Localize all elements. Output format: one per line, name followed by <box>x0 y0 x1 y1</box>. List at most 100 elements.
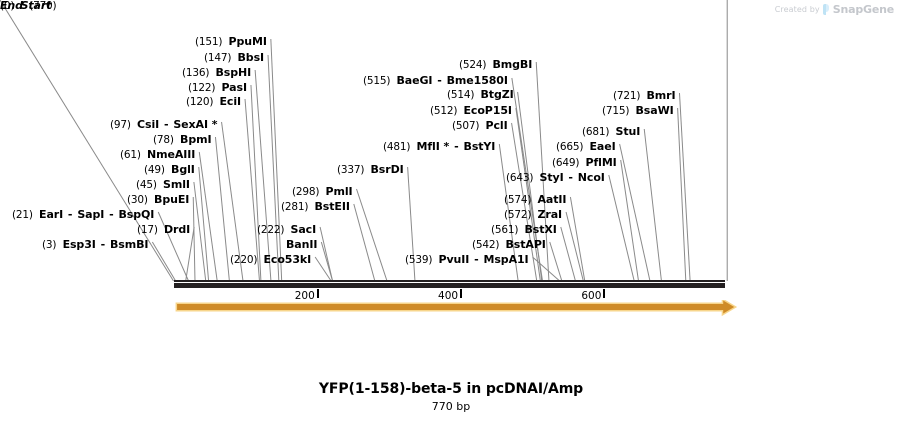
restriction-site-label[interactable]: (17) DrdI <box>137 224 190 236</box>
restriction-site-label[interactable]: (649) PflMI <box>552 157 617 169</box>
restriction-site-label[interactable]: (721) BmrI <box>613 89 676 102</box>
restriction-site-label[interactable]: (681) StuI <box>582 126 640 138</box>
enzyme-name[interactable]: BmgBI <box>492 58 533 71</box>
enzyme-name[interactable]: BspHI <box>215 66 252 79</box>
site-position: (3) <box>42 239 63 251</box>
restriction-site-label[interactable]: (574) AatII <box>504 193 567 206</box>
restriction-site-label[interactable]: (220) Eco53kI <box>230 254 311 266</box>
restriction-site-label[interactable]: (49) BglI <box>144 164 195 176</box>
restriction-site-label[interactable]: (561) BstXI <box>491 224 557 236</box>
enzyme-name[interactable]: SexAI <box>173 118 208 131</box>
restriction-site-label[interactable]: (151) PpuMI <box>195 36 267 48</box>
restriction-site-label[interactable]: (665) EaeI <box>556 141 616 153</box>
orf-arrow-core[interactable] <box>177 300 735 314</box>
restriction-site-label[interactable]: (3) Esp3I - BsmBI <box>42 239 148 251</box>
enzyme-name[interactable]: BspQI <box>118 208 155 221</box>
enzyme-name[interactable]: BtgZI <box>480 88 514 101</box>
ruler-tick-mark <box>603 289 606 298</box>
restriction-site-label[interactable]: (222) SacI <box>257 224 316 236</box>
restriction-site-label[interactable]: (298) PmlI <box>292 186 353 198</box>
restriction-site-label[interactable]: (572) ZraI <box>504 209 562 221</box>
enzyme-name[interactable]: PclI <box>485 119 508 132</box>
enzyme-name[interactable]: BanII <box>286 238 318 251</box>
restriction-site-label[interactable]: (30) BpuEI <box>127 194 189 206</box>
enzyme-name[interactable]: BpuEI <box>154 193 190 206</box>
terminus-position: (0) <box>0 0 21 12</box>
enzyme-name[interactable]: BstYI <box>463 140 496 153</box>
site-position: (572) <box>504 209 538 221</box>
enzyme-name[interactable]: PmlI <box>325 185 353 198</box>
enzyme-name[interactable]: BglI <box>171 163 195 176</box>
leader-line <box>620 159 640 282</box>
restriction-site-label[interactable]: (512) EcoP15I <box>430 105 512 117</box>
restriction-site-label[interactable]: (281) BstEII <box>281 201 350 213</box>
terminus-label-end[interactable]: End (770) <box>0 0 57 12</box>
restriction-site-label[interactable]: (61) NmeAIII <box>120 149 195 161</box>
enzyme-name[interactable]: BsmBI <box>109 238 149 251</box>
restriction-site-label[interactable]: (147) BbsI <box>204 52 264 64</box>
restriction-site-label[interactable]: (524) BmgBI <box>459 59 532 71</box>
enzyme-name[interactable]: EcoP15I <box>463 104 512 117</box>
enzyme-name[interactable]: Eco53kI <box>263 253 312 266</box>
enzyme-name[interactable]: PasI <box>221 81 248 94</box>
restriction-site-label[interactable]: (136) BspHI <box>182 67 251 79</box>
restriction-site-label[interactable]: BanII <box>286 239 317 250</box>
orf-arrow[interactable] <box>0 300 902 330</box>
enzyme-name[interactable]: BsaWI <box>635 104 674 117</box>
restriction-site-label[interactable]: (78) BpmI <box>153 133 212 146</box>
enzyme-name[interactable]: BbsI <box>237 51 265 64</box>
enzyme-name[interactable]: Bme1580I <box>446 74 508 87</box>
enzyme-name[interactable]: EciI <box>219 95 242 108</box>
restriction-site-label[interactable]: (515) BaeGI - Bme1580I <box>363 75 508 87</box>
enzyme-name[interactable]: EaeI <box>589 140 616 153</box>
enzyme-name[interactable]: StuI <box>615 125 641 138</box>
leader-line <box>535 61 550 282</box>
enzyme-name[interactable]: DrdI <box>164 223 191 236</box>
enzyme-name[interactable]: BaeGI <box>396 74 433 87</box>
restriction-site-label[interactable]: (514) BtgZI <box>447 89 514 101</box>
enzyme-name[interactable]: BmrI <box>646 89 676 102</box>
restriction-site-label[interactable]: (715) BsaWI <box>602 105 674 117</box>
enzyme-name[interactable]: PflMI <box>585 156 617 169</box>
enzyme-separator: - <box>64 208 77 221</box>
enzyme-name[interactable]: BsrDI <box>370 163 404 176</box>
enzyme-name[interactable]: SacI <box>290 223 317 236</box>
enzyme-name[interactable]: SapI <box>77 208 105 221</box>
enzyme-name[interactable]: PpuMI <box>228 35 267 48</box>
enzyme-name[interactable]: CsiI <box>137 118 160 131</box>
leader-line <box>532 256 561 282</box>
enzyme-name[interactable]: PvuII <box>438 253 470 266</box>
enzyme-name[interactable]: BstAPI <box>505 238 546 251</box>
enzyme-name[interactable]: SmlI <box>163 178 190 191</box>
restriction-site-label[interactable]: (337) BsrDI <box>337 164 404 176</box>
enzyme-name[interactable]: Esp3I <box>62 238 96 251</box>
restriction-site-label[interactable]: (481) MflI * - BstYI <box>383 141 495 153</box>
leader-line <box>560 226 576 282</box>
enzyme-name[interactable]: BpmI <box>180 133 212 146</box>
site-position: (281) <box>281 201 315 213</box>
enzyme-name[interactable]: ZraI <box>537 208 563 221</box>
site-position: (542) <box>472 239 506 251</box>
restriction-site-label[interactable]: (45) SmlI <box>136 179 190 191</box>
enzyme-name[interactable]: AatII <box>537 193 567 206</box>
restriction-site-label[interactable]: (539) PvuII - MspA1I <box>405 254 529 266</box>
restriction-site-label[interactable]: (120) EciI <box>186 96 241 108</box>
restriction-site-label[interactable]: (542) BstAPI <box>472 239 546 251</box>
enzyme-name[interactable]: BstXI <box>524 223 557 236</box>
leader-line <box>221 121 244 282</box>
terminus-label-start[interactable]: (0) Start <box>0 0 51 12</box>
restriction-site-label[interactable]: (21) EarI - SapI - BspQI <box>12 209 154 221</box>
enzyme-name[interactable]: BstEII <box>314 200 350 213</box>
sequence-backbone[interactable] <box>173 283 726 288</box>
enzyme-name[interactable]: EarI <box>39 208 64 221</box>
enzyme-name[interactable]: MflI <box>416 140 440 153</box>
enzyme-name[interactable]: MspA1I <box>483 253 529 266</box>
enzyme-name[interactable]: StyI <box>539 171 564 184</box>
restriction-site-label[interactable]: (122) PasI <box>188 82 247 94</box>
enzyme-name[interactable]: NcoI <box>577 171 605 184</box>
restriction-site-label[interactable]: (507) PclI <box>452 120 508 132</box>
enzyme-name[interactable]: NmeAIII <box>147 148 196 161</box>
restriction-site-label[interactable]: (97) CsiI - SexAI * <box>110 119 218 131</box>
restriction-site-label[interactable]: (643) StyI - NcoI <box>506 172 605 184</box>
enzyme-separator: - <box>450 140 463 153</box>
